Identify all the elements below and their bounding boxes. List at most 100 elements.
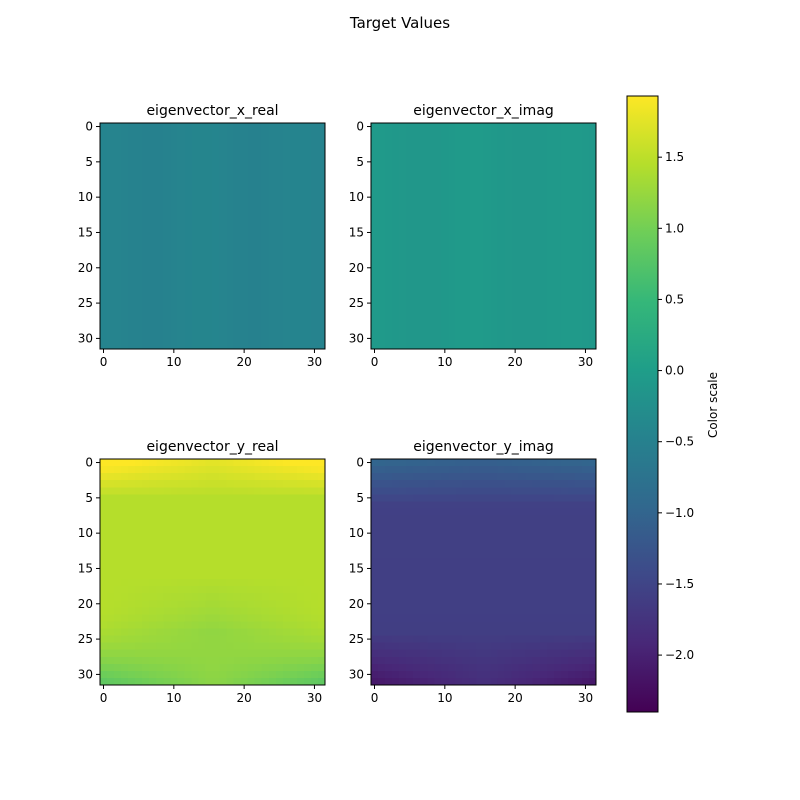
heatmap-cell xyxy=(303,529,312,538)
heatmap-cell xyxy=(121,607,129,615)
heatmap-cell xyxy=(261,172,270,180)
heatmap-cell xyxy=(282,179,291,187)
heatmap-cell xyxy=(177,228,185,237)
heatmap-cell xyxy=(247,292,256,300)
heatmap-cell xyxy=(385,522,393,531)
heatmap-cell xyxy=(497,670,505,679)
heatmap-cell xyxy=(317,677,326,686)
heatmap-cell xyxy=(177,341,185,350)
heatmap-cell xyxy=(198,137,206,145)
heatmap-cell xyxy=(296,285,305,293)
heatmap-cell xyxy=(240,522,249,531)
heatmap-cell xyxy=(525,313,534,322)
heatmap-cell xyxy=(497,334,505,343)
heatmap-cell xyxy=(413,165,421,173)
heatmap-cell xyxy=(581,536,590,545)
heatmap-cell xyxy=(198,186,206,195)
heatmap-cell xyxy=(128,677,136,686)
heatmap-cell xyxy=(462,228,470,237)
heatmap-cell xyxy=(275,179,284,187)
heatmap-cell xyxy=(107,579,115,587)
heatmap-cell xyxy=(240,186,249,195)
heatmap-cell xyxy=(413,635,421,644)
heatmap-cell xyxy=(142,193,150,202)
heatmap-cell xyxy=(247,320,256,329)
heatmap-cell xyxy=(121,536,129,545)
heatmap-cell xyxy=(553,306,562,315)
heatmap-cell xyxy=(420,586,428,594)
heatmap-cell xyxy=(191,593,199,601)
heatmap-cell xyxy=(219,543,227,552)
heatmap-cell xyxy=(317,656,326,665)
heatmap-cell xyxy=(247,579,256,587)
heatmap-cell xyxy=(170,522,178,531)
heatmap-cell xyxy=(142,642,150,651)
heatmap-cell xyxy=(268,271,277,279)
heatmap-cell xyxy=(427,501,435,509)
heatmap-cell xyxy=(539,130,548,138)
heatmap-cell xyxy=(385,487,393,495)
heatmap-cell xyxy=(371,529,379,538)
heatmap-cell xyxy=(455,257,463,265)
heatmap-cell xyxy=(142,628,150,636)
heatmap-cell xyxy=(385,564,393,573)
heatmap-cell xyxy=(254,144,263,152)
heatmap-cell xyxy=(385,228,393,237)
heatmap-cell xyxy=(254,271,263,279)
heatmap-cell xyxy=(114,572,122,580)
heatmap-cell xyxy=(525,200,534,209)
heatmap-cell xyxy=(142,151,150,159)
heatmap-cell xyxy=(406,515,414,523)
heatmap-cell xyxy=(114,172,122,180)
heatmap-cell xyxy=(434,151,442,159)
heatmap-cell xyxy=(476,137,484,145)
heatmap-cell xyxy=(427,586,435,594)
heatmap-cell xyxy=(142,257,150,265)
heatmap-cell xyxy=(385,501,393,509)
heatmap-cell xyxy=(310,292,319,300)
heatmap-cell xyxy=(261,214,270,223)
heatmap-cell xyxy=(406,193,414,202)
heatmap-cell xyxy=(546,529,555,538)
heatmap-cell xyxy=(581,327,590,336)
heatmap-cell xyxy=(219,334,227,343)
heatmap-cell xyxy=(532,200,541,209)
heatmap-cell xyxy=(448,257,456,265)
heatmap-cell xyxy=(268,299,277,308)
heatmap-cell xyxy=(128,579,136,587)
heatmap-cell xyxy=(490,264,498,272)
heatmap-cell xyxy=(532,508,541,516)
heatmap-cell xyxy=(483,473,491,481)
heatmap-cell xyxy=(261,186,270,195)
heatmap-cell xyxy=(567,614,576,622)
heatmap-cell xyxy=(107,480,115,488)
heatmap-cell xyxy=(462,593,470,601)
heatmap-cell xyxy=(142,593,150,601)
heatmap-cell xyxy=(525,466,534,474)
heatmap-cell xyxy=(588,228,597,237)
heatmap-cell xyxy=(539,320,548,329)
heatmap-cell xyxy=(553,663,562,672)
heatmap-cell xyxy=(303,466,312,474)
heatmap-cell xyxy=(282,550,291,559)
heatmap-cell xyxy=(100,586,108,594)
heatmap-cell xyxy=(212,200,220,209)
heatmap-cell xyxy=(226,529,234,538)
heatmap-cell xyxy=(191,320,199,329)
heatmap-cell xyxy=(156,243,164,251)
heatmap-cell xyxy=(233,292,242,300)
heatmap-cell xyxy=(462,299,470,308)
heatmap-cell xyxy=(441,543,449,552)
heatmap-cell xyxy=(371,656,379,665)
heatmap-cell xyxy=(100,670,108,679)
heatmap-cell xyxy=(261,327,270,336)
heatmap-cell xyxy=(581,320,590,329)
heatmap-cell xyxy=(483,466,491,474)
y-tick-label: 10 xyxy=(78,190,93,204)
heatmap-cell xyxy=(191,501,199,509)
heatmap-cell xyxy=(219,635,227,644)
heatmap-cell xyxy=(233,278,242,286)
heatmap-cell xyxy=(121,278,129,286)
heatmap-cell xyxy=(434,572,442,580)
heatmap-cell xyxy=(483,250,491,258)
